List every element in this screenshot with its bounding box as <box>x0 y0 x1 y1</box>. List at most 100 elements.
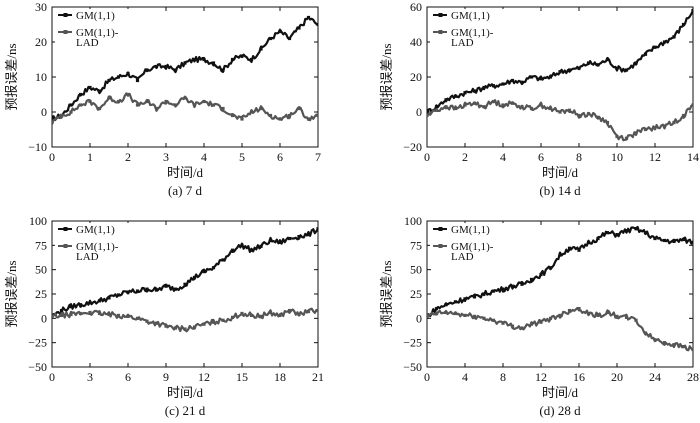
chart-panel-4: 0 4 8 12 16 20 24 28 −50 −25 0 25 50 75 100 时间/d 预报误差/ns… <box>379 214 699 418</box>
x-tick-label: 12 <box>535 370 547 384</box>
data-point <box>577 66 581 70</box>
data-point <box>567 108 572 112</box>
data-point <box>97 106 102 111</box>
x-tick-label: 12 <box>649 150 661 164</box>
data-point <box>192 57 197 62</box>
panel-caption: (a) 7 d <box>168 183 202 198</box>
data-point <box>453 300 458 304</box>
data-point <box>116 75 121 79</box>
data-point <box>202 99 206 104</box>
x-tick-label: 3 <box>87 370 93 384</box>
data-point <box>434 108 439 112</box>
data-point <box>662 238 667 243</box>
legend-entry-line: LAD <box>76 37 99 49</box>
data-point <box>624 229 629 233</box>
x-tick-label: 6 <box>538 150 544 164</box>
data-point <box>691 347 693 352</box>
x-tick-label: 1 <box>87 150 93 164</box>
data-point <box>539 103 543 107</box>
data-point <box>558 253 562 257</box>
data-point <box>662 341 667 345</box>
y-tick-label: 30 <box>35 0 47 14</box>
data-point <box>230 113 235 118</box>
data-point <box>306 309 311 314</box>
legend-entry-line: LAD <box>451 251 474 263</box>
data-point <box>59 113 64 118</box>
data-point <box>643 231 648 235</box>
data-point <box>681 113 686 118</box>
x-tick-label: 0 <box>424 150 430 164</box>
data-point <box>316 308 318 313</box>
data-point <box>107 312 111 317</box>
data-point <box>52 117 54 121</box>
data-point <box>240 54 244 58</box>
y-tick-label: 25 <box>35 287 47 301</box>
data-point <box>306 233 311 237</box>
data-point <box>107 296 111 300</box>
data-point <box>482 105 486 109</box>
y-tick-label: 75 <box>410 238 422 252</box>
data-point <box>297 234 301 239</box>
data-point <box>126 290 130 294</box>
y-tick-label: 20 <box>410 70 422 84</box>
data-point <box>316 22 318 27</box>
data-point <box>230 57 235 62</box>
series-gm11-lad <box>52 307 318 333</box>
data-point <box>539 77 543 81</box>
data-point <box>615 66 619 70</box>
data-point <box>529 106 534 111</box>
data-point <box>145 68 149 72</box>
data-point <box>453 94 458 98</box>
data-point <box>463 91 467 95</box>
data-point <box>558 70 562 74</box>
data-point <box>297 26 301 30</box>
data-point <box>221 318 225 322</box>
data-point <box>662 40 667 44</box>
data-point <box>510 284 515 288</box>
data-point <box>586 61 591 65</box>
y-tick-label: 100 <box>29 214 47 228</box>
data-point <box>529 277 534 281</box>
data-point <box>605 310 610 315</box>
y-tick-label: 0 <box>41 311 47 325</box>
data-point <box>520 282 524 286</box>
x-tick-label: 28 <box>687 370 699 384</box>
data-point <box>88 99 92 104</box>
data-point <box>164 284 168 288</box>
data-point <box>240 311 244 316</box>
data-point <box>634 318 638 322</box>
data-point <box>482 316 486 320</box>
legend-entry-line: GM(1,1) <box>451 10 490 22</box>
legend-entry-line: GM(1,1) <box>76 224 115 236</box>
data-point <box>69 103 73 107</box>
x-tick-label: 4 <box>462 370 468 384</box>
data-point <box>97 299 102 303</box>
data-point <box>202 270 206 274</box>
data-point <box>154 106 159 111</box>
data-point <box>491 318 496 322</box>
y-tick-label: −50 <box>403 360 422 374</box>
series-line <box>427 99 693 142</box>
legend-marker <box>63 13 68 17</box>
panel-caption: (c) 21 d <box>165 403 206 418</box>
data-point <box>173 326 178 330</box>
data-point <box>306 15 311 20</box>
data-point <box>211 103 216 107</box>
y-tick-label: −25 <box>28 336 47 350</box>
series-gm11-lad <box>52 92 318 125</box>
data-point <box>52 314 54 318</box>
data-point <box>268 238 273 243</box>
data-point <box>97 89 102 93</box>
data-point <box>278 29 282 34</box>
data-point <box>97 311 102 316</box>
y-tick-label: 50 <box>35 263 47 277</box>
data-point <box>259 47 263 51</box>
data-point <box>78 92 83 97</box>
data-point <box>453 106 458 111</box>
y-axis-label: 预报误差/ns <box>4 260 19 327</box>
data-point <box>539 320 543 324</box>
data-point <box>520 80 524 84</box>
data-point <box>183 96 187 100</box>
x-tick-label: 21 <box>312 370 324 384</box>
data-point <box>672 343 676 347</box>
